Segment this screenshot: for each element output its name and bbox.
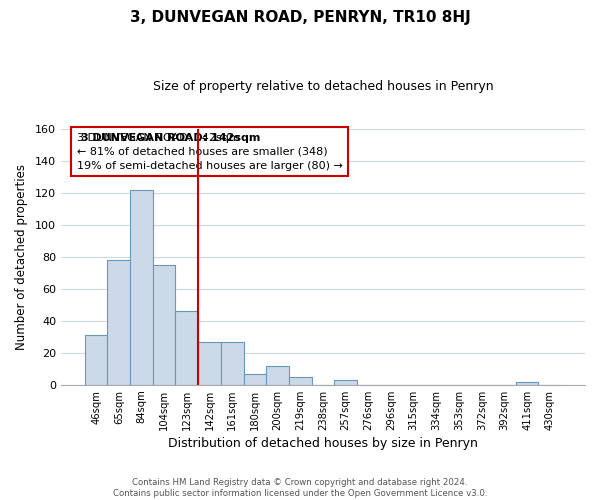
Y-axis label: Number of detached properties: Number of detached properties xyxy=(15,164,28,350)
Bar xyxy=(289,377,311,385)
Bar xyxy=(244,374,266,385)
Bar xyxy=(221,342,244,385)
Text: 3, DUNVEGAN ROAD, PENRYN, TR10 8HJ: 3, DUNVEGAN ROAD, PENRYN, TR10 8HJ xyxy=(130,10,470,25)
Bar xyxy=(153,265,175,385)
Bar xyxy=(85,335,107,385)
Bar xyxy=(198,342,221,385)
Bar xyxy=(266,366,289,385)
X-axis label: Distribution of detached houses by size in Penryn: Distribution of detached houses by size … xyxy=(168,437,478,450)
Text: 3 DUNVEGAN ROAD: 142sqm
← 81% of detached houses are smaller (348)
19% of semi-d: 3 DUNVEGAN ROAD: 142sqm ← 81% of detache… xyxy=(77,132,343,170)
Bar xyxy=(334,380,357,385)
Bar xyxy=(516,382,538,385)
Bar xyxy=(175,311,198,385)
Bar xyxy=(130,190,153,385)
Title: Size of property relative to detached houses in Penryn: Size of property relative to detached ho… xyxy=(152,80,493,93)
Text: 3 DUNVEGAN ROAD: 142sqm: 3 DUNVEGAN ROAD: 142sqm xyxy=(81,132,260,142)
Bar xyxy=(107,260,130,385)
Text: Contains HM Land Registry data © Crown copyright and database right 2024.
Contai: Contains HM Land Registry data © Crown c… xyxy=(113,478,487,498)
